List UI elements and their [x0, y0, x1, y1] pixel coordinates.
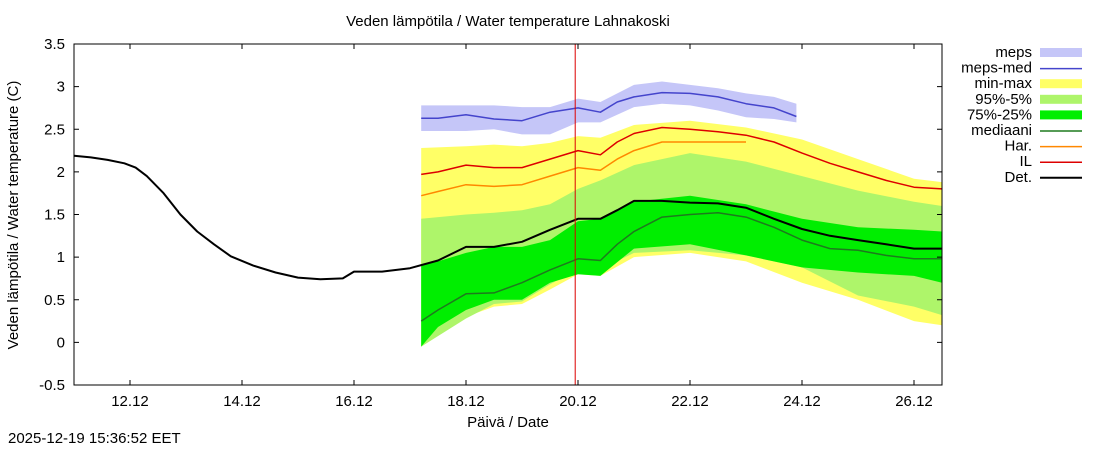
legend: mepsmeps-medmin-max95%-5%75%-25%mediaani… — [961, 44, 1082, 186]
x-tick-label: 18.12 — [447, 393, 485, 410]
legend-label: meps — [995, 44, 1032, 61]
legend-item-il: IL — [1019, 153, 1082, 170]
x-axis-label: Päivä / Date — [467, 414, 549, 431]
band-75-25 — [421, 195, 942, 347]
legend-item-det: Det. — [1004, 169, 1082, 186]
legend-item-min-max: min-max — [974, 75, 1082, 92]
series-line-mediaani — [420, 212, 942, 322]
x-tick-label: 14.12 — [223, 393, 261, 410]
y-tick-label: -0.5 — [39, 377, 65, 394]
series-line-meps-med — [421, 91, 797, 122]
series-layer — [73, 81, 943, 322]
legend-item-meps: meps — [995, 44, 1082, 61]
y-axis-label: Veden lämpötila / Water temperature (C) — [5, 81, 22, 350]
y-tick-label: 2 — [57, 164, 65, 181]
x-tick-label: 20.12 — [559, 393, 597, 410]
timestamp: 2025-12-19 15:36:52 EET — [8, 430, 181, 447]
legend-item-mediaani: mediaani — [971, 122, 1082, 139]
x-tick-label: 26.12 — [895, 393, 933, 410]
legend-label: Har. — [1004, 138, 1032, 155]
band-95-5 — [421, 153, 942, 347]
y-tick-label: 2.5 — [44, 121, 65, 138]
x-tick-label: 16.12 — [335, 393, 373, 410]
y-tick-label: 0 — [57, 334, 65, 351]
legend-label: mediaani — [971, 122, 1032, 139]
legend-swatch — [1040, 79, 1082, 89]
legend-label: 95%-5% — [975, 91, 1032, 108]
legend-label: IL — [1019, 153, 1032, 170]
y-tick-label: 1.5 — [44, 207, 65, 224]
ticks-layer: -0.5 0 0.5 1 1.5 2 2.5 3 3.5 12.12 14.12 16.12 18.12… — [39, 36, 942, 410]
legend-item-95-5: 95%-5% — [975, 91, 1082, 108]
series-line-il — [421, 126, 943, 190]
legend-label: meps-med — [961, 60, 1032, 77]
x-tick-label: 12.12 — [111, 393, 149, 410]
legend-swatch — [1040, 48, 1082, 57]
legend-item-75-25: 75%-25% — [967, 106, 1082, 123]
legend-item-meps-med: meps-med — [961, 60, 1082, 77]
y-tick-label: 3 — [57, 79, 65, 96]
legend-swatch — [1040, 110, 1082, 120]
chart-title: Veden lämpötila / Water temperature Lahn… — [346, 13, 670, 30]
x-tick-label: 22.12 — [671, 393, 709, 410]
y-tick-label: 0.5 — [44, 292, 65, 309]
y-tick-label: 3.5 — [44, 36, 65, 53]
legend-label: min-max — [974, 75, 1032, 92]
y-tick-label: 1 — [57, 249, 65, 266]
series-line-det — [73, 154, 942, 281]
legend-label: Det. — [1004, 169, 1032, 186]
series-line-har — [421, 141, 746, 197]
legend-swatch — [1040, 94, 1082, 104]
legend-label: 75%-25% — [967, 106, 1032, 123]
bands-layer — [421, 120, 942, 347]
legend-item-har: Har. — [1004, 138, 1082, 155]
x-tick-label: 24.12 — [783, 393, 821, 410]
